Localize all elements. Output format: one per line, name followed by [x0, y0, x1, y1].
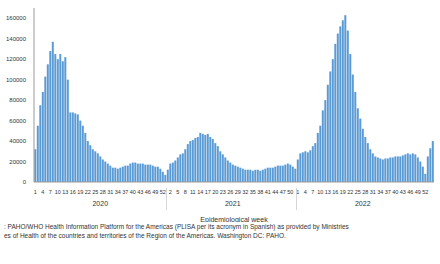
svg-text:49: 49 — [415, 189, 421, 195]
svg-text:Epidemiological week: Epidemiological week — [200, 216, 268, 222]
svg-text:0: 0 — [23, 179, 27, 185]
svg-text:1: 1 — [296, 188, 300, 195]
svg-text:13: 13 — [325, 189, 331, 195]
svg-text:22: 22 — [347, 189, 353, 195]
svg-text:29: 29 — [235, 189, 241, 195]
svg-text:47: 47 — [280, 189, 286, 195]
svg-text:37: 37 — [385, 189, 391, 195]
svg-text:2: 2 — [169, 189, 172, 195]
svg-text:34: 34 — [377, 189, 383, 195]
svg-text:19: 19 — [340, 189, 346, 195]
svg-text:5: 5 — [176, 189, 179, 195]
svg-text:25: 25 — [355, 189, 361, 195]
svg-text:35: 35 — [250, 189, 256, 195]
svg-text:43: 43 — [137, 189, 143, 195]
svg-text:23: 23 — [220, 189, 226, 195]
svg-text:8: 8 — [184, 189, 187, 195]
svg-text:40: 40 — [392, 189, 398, 195]
html-text:es of Health of the countries: es of Health of the countries and territ… — [4, 232, 286, 239]
svg-text:52: 52 — [422, 189, 428, 195]
svg-text:14: 14 — [197, 189, 203, 195]
svg-text:22: 22 — [85, 189, 91, 195]
svg-text:41: 41 — [265, 189, 271, 195]
svg-text:1: 1 — [34, 189, 37, 195]
svg-text:13: 13 — [62, 189, 68, 195]
svg-text:31: 31 — [107, 189, 113, 195]
svg-text:4: 4 — [41, 189, 44, 195]
svg-text:52: 52 — [160, 189, 166, 195]
svg-text:25: 25 — [92, 189, 98, 195]
svg-text:160000: 160000 — [8, 15, 27, 21]
svg-text:7: 7 — [49, 189, 52, 195]
svg-text:60000: 60000 — [9, 118, 26, 124]
svg-text:140000: 140000 — [8, 36, 27, 42]
svg-text:38: 38 — [257, 189, 263, 195]
svg-text:10: 10 — [55, 189, 61, 195]
svg-text:2021: 2021 — [225, 200, 241, 207]
svg-text:80000: 80000 — [9, 97, 26, 103]
svg-text:32: 32 — [242, 189, 248, 195]
svg-text:40: 40 — [130, 189, 136, 195]
svg-text:34: 34 — [115, 189, 121, 195]
svg-text:2020: 2020 — [92, 200, 108, 207]
svg-text:49: 49 — [152, 189, 158, 195]
svg-text:37: 37 — [122, 189, 128, 195]
svg-text:4: 4 — [304, 189, 307, 195]
svg-text:16: 16 — [332, 189, 338, 195]
svg-text:120000: 120000 — [8, 56, 27, 62]
svg-text:2022: 2022 — [355, 200, 371, 207]
svg-text:10: 10 — [317, 189, 323, 195]
svg-text:46: 46 — [407, 189, 413, 195]
svg-text:7: 7 — [311, 189, 314, 195]
svg-text:28: 28 — [100, 189, 106, 195]
svg-text:28: 28 — [362, 189, 368, 195]
html-text:: PAHO/WHO Health Information: : PAHO/WHO Health Information Platform f… — [4, 223, 349, 230]
svg-text:19: 19 — [77, 189, 83, 195]
svg-text:20: 20 — [212, 189, 218, 195]
svg-text:50: 50 — [287, 189, 293, 195]
svg-text:20000: 20000 — [9, 159, 26, 165]
svg-text:43: 43 — [400, 189, 406, 195]
svg-text:11: 11 — [190, 189, 196, 195]
svg-text:31: 31 — [370, 189, 376, 195]
svg-text:100000: 100000 — [8, 77, 27, 83]
svg-text:17: 17 — [205, 189, 211, 195]
svg-text:26: 26 — [227, 189, 233, 195]
svg-text:46: 46 — [145, 189, 151, 195]
svg-text:44: 44 — [272, 189, 278, 195]
svg-text:40000: 40000 — [9, 138, 26, 144]
svg-text:16: 16 — [70, 189, 76, 195]
